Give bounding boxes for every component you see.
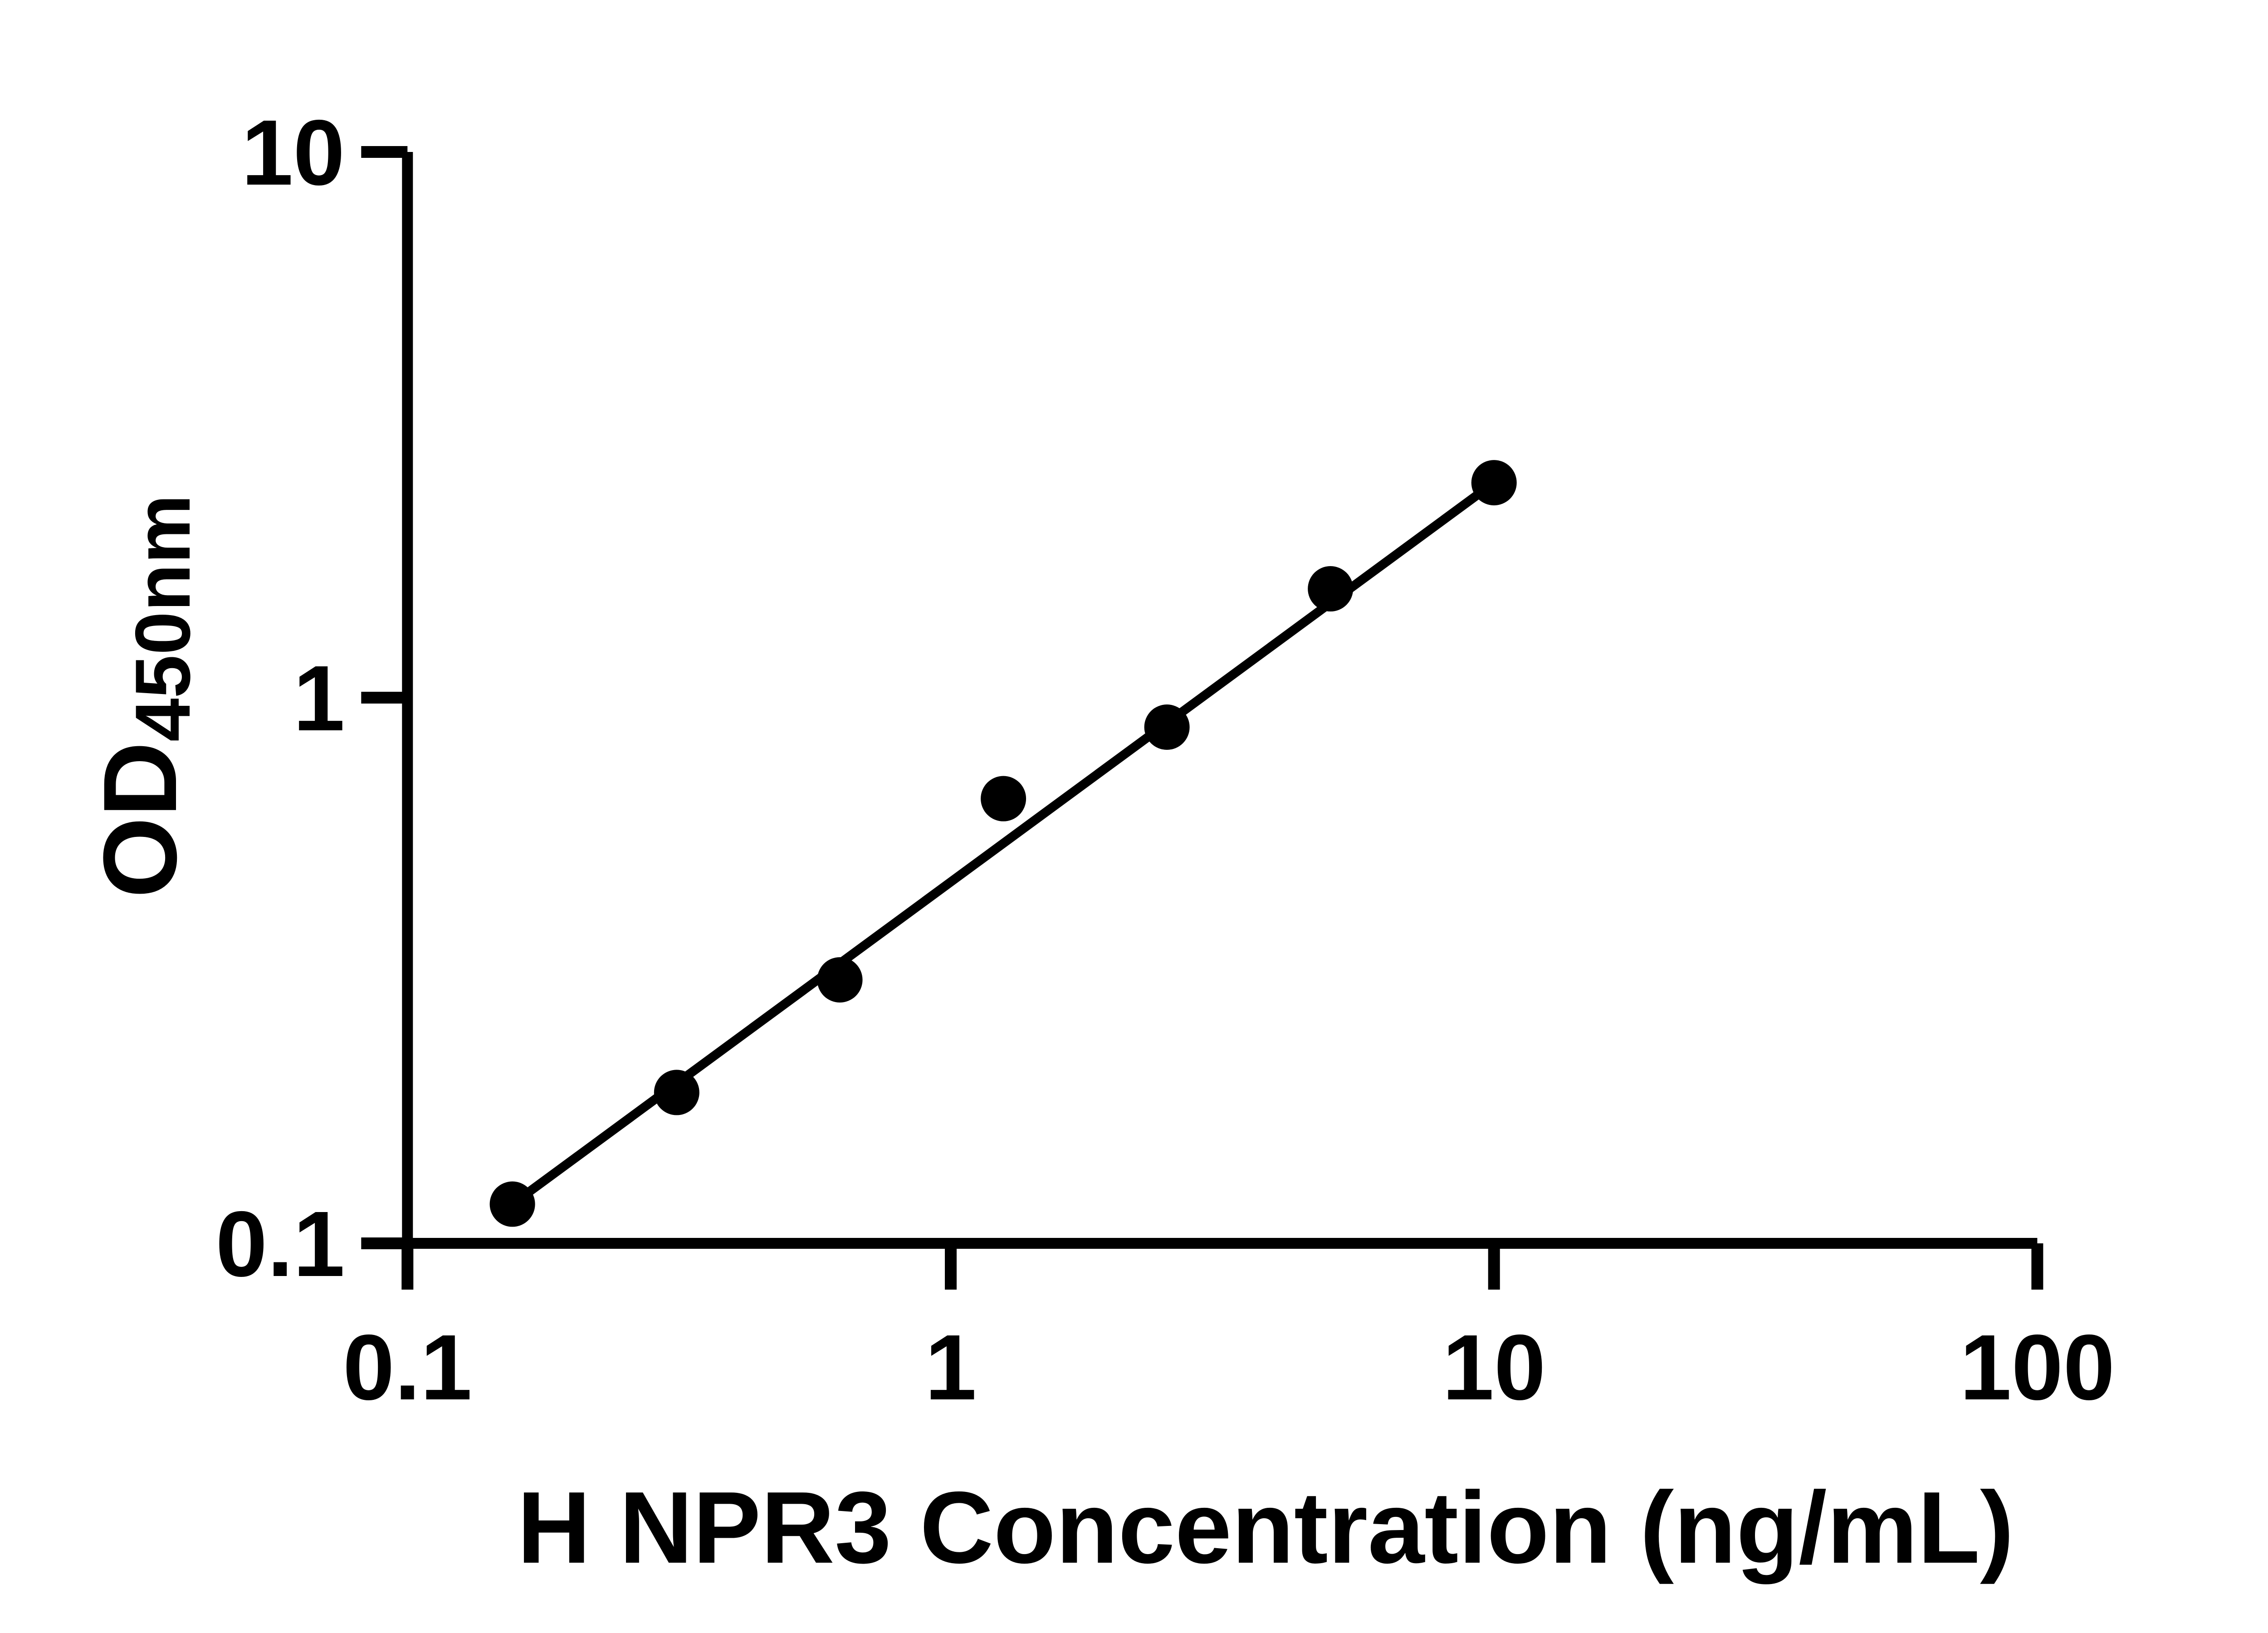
plot-layer: 10 1 0.1 0.1 1 10 100 [215, 101, 2115, 1419]
x-tick-label: 1 [925, 1315, 977, 1419]
x-axis-title: H NPR3 Concentration (ng/mL) [517, 1470, 2014, 1584]
y-axis-title-main: OD [82, 742, 198, 898]
x-tick-label: 10 [1442, 1315, 1546, 1419]
x-tick-label: 0.1 [343, 1315, 472, 1419]
data-point [817, 957, 863, 1003]
x-tick-label: 100 [1960, 1315, 2115, 1419]
data-point [1471, 460, 1517, 506]
y-tick-label: 1 [293, 646, 345, 750]
data-point [1308, 566, 1354, 612]
y-axis-title: OD450nm [82, 494, 206, 898]
data-point [1144, 704, 1190, 750]
y-tick-label: 10 [241, 101, 345, 205]
y-tick-label: 0.1 [215, 1192, 345, 1296]
y-axis-title-subscript: 450nm [119, 494, 206, 742]
data-point [981, 776, 1026, 821]
data-point [654, 1070, 699, 1115]
data-point [489, 1181, 535, 1227]
axes-spine [402, 152, 2038, 1249]
